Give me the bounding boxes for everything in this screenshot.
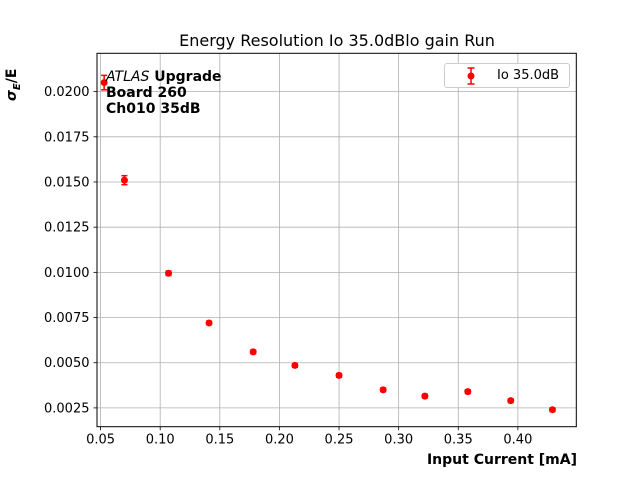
- legend-label: Io 35.0dB: [497, 68, 560, 83]
- data-point: [507, 397, 515, 405]
- y-tick-label: 0.0175: [44, 130, 90, 145]
- x-tick-label: 0.35: [444, 433, 473, 448]
- x-tick-label: 0.05: [86, 433, 115, 448]
- y-tick-label: 0.0025: [44, 401, 90, 416]
- data-point: [205, 319, 213, 327]
- data-point: [291, 361, 299, 369]
- y-tick-label: 0.0050: [44, 356, 90, 371]
- y-tick-label: 0.0100: [44, 266, 90, 281]
- data-point: [464, 388, 472, 396]
- data-point: [120, 176, 128, 184]
- annotation-line-3: Ch010 35dB: [106, 101, 201, 117]
- data-point: [379, 386, 387, 394]
- y-tick-label: 0.0125: [44, 221, 90, 236]
- x-tick-label: 0.20: [265, 433, 294, 448]
- annotation-line-2: Board 260: [106, 85, 187, 101]
- x-tick-label: 0.15: [205, 433, 234, 448]
- data-point: [548, 406, 556, 414]
- data-point: [335, 371, 343, 379]
- data-point: [165, 269, 173, 277]
- x-tick-label: 0.25: [325, 433, 354, 448]
- axes-frame: [96, 52, 577, 428]
- legend-errorbar-icon: [467, 66, 475, 85]
- x-axis-label: Input Current [mA]: [426, 452, 577, 468]
- ylabel-rest: /E: [4, 68, 20, 84]
- annotation-line-1: ATLAS Upgrade: [106, 69, 222, 85]
- data-point: [249, 348, 257, 356]
- annotation-box: ATLAS Upgrade Board 260 Ch010 35dB: [106, 69, 222, 117]
- chart-title: Energy Resolution Io 35.0dBlo gain Run: [179, 31, 495, 50]
- y-axis-label: σE/E: [4, 69, 23, 101]
- x-tick-label: 0.10: [146, 433, 175, 448]
- y-tick-label: 0.0075: [44, 311, 90, 326]
- legend-marker-dot: [467, 72, 475, 79]
- y-tick-label: 0.0150: [44, 175, 90, 190]
- ylabel-sigma: σ: [4, 90, 20, 101]
- y-tick-label: 0.0200: [44, 85, 90, 100]
- annotation-atlas: ATLAS: [106, 69, 150, 85]
- data-point: [100, 79, 108, 87]
- annotation-upgrade: Upgrade: [149, 69, 222, 85]
- data-point: [421, 392, 429, 400]
- x-tick-label: 0.40: [503, 433, 532, 448]
- legend: Io 35.0dB: [444, 63, 570, 88]
- x-tick-label: 0.30: [384, 433, 413, 448]
- ylabel-subscript: E: [11, 83, 23, 91]
